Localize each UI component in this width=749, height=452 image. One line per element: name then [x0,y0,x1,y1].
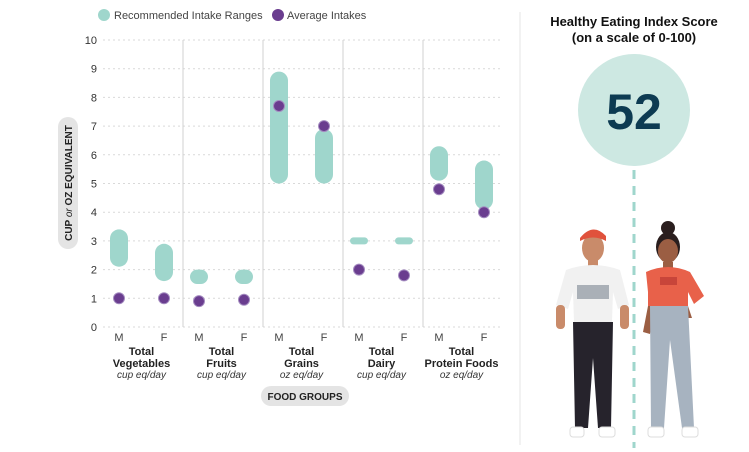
group-unit: cup eq/day [357,370,407,381]
legend: Recommended Intake Ranges Average Intakes [98,9,367,22]
average-dot [113,292,125,305]
group-name: Total [129,346,154,358]
sex-label: F [161,332,168,344]
y-tick-label: 9 [91,64,97,76]
range-bar [270,71,288,184]
sex-label: F [321,332,328,344]
score-subtitle: (on a scale of 0-100) [572,30,696,45]
group-name: Grains [284,358,319,370]
y-axis-title-part: OZ EQUIVALENT [64,125,75,208]
legend-range-label: Recommended Intake Ranges [114,10,263,22]
group-name: Total [289,346,314,358]
sex-label: F [481,332,488,344]
y-axis-title-bg [58,117,78,249]
average-dot [398,269,410,282]
group-name: Protein Foods [425,358,499,370]
group-name: Total [449,346,474,358]
average-dot [353,263,365,276]
y-tick-label: 7 [91,121,97,133]
gridlines [103,39,503,328]
group-name: Vegetables [113,358,170,370]
x-axis-title: FOOD GROUPS [261,386,349,406]
y-tick-label: 3 [91,236,97,248]
average-dot [318,120,330,133]
range-bar [190,269,208,284]
average-dot [158,292,170,305]
average-dot [478,206,490,219]
sex-label: M [274,332,283,344]
sex-label: M [194,332,203,344]
y-tick-label: 6 [91,150,97,162]
range-bars [110,71,493,284]
sex-label: M [354,332,363,344]
score-value: 52 [606,84,662,140]
range-bar [155,243,173,282]
sex-label: F [241,332,248,344]
y-tick-labels: 0 1 2 3 4 5 6 7 8 9 10 [85,35,97,334]
range-bar [395,237,413,245]
average-dot [238,293,250,306]
group-unit: cup eq/day [197,370,247,381]
y-tick-label: 1 [91,293,97,305]
y-axis-title: CUP or OZ EQUIVALENT [58,117,78,249]
range-bar [430,146,448,181]
y-axis-title-pill: CUP or OZ EQUIVALENT [58,117,78,249]
score-title: Healthy Eating Index Score [550,14,718,29]
score-circle [578,54,690,166]
woman-figure [643,221,704,438]
y-tick-label: 2 [91,265,97,277]
legend-average-swatch [272,9,284,21]
y-tick-label: 0 [91,322,97,334]
range-bar [475,160,493,210]
average-dot [193,295,205,308]
sex-label: M [114,332,123,344]
y-tick-label: 8 [91,92,97,104]
group-name: Total [209,346,234,358]
x-axis-title-text: FOOD GROUPS [267,392,342,403]
sex-label: M [434,332,443,344]
average-dots [113,100,490,308]
score-panel: Healthy Eating Index Score (on a scale o… [550,14,718,448]
group-name: Total [369,346,394,358]
group-unit: oz eq/day [280,370,324,381]
y-tick-label: 10 [85,35,97,47]
range-bar [350,237,368,245]
y-axis-title-part: or [64,208,75,218]
sex-label: F [401,332,408,344]
man-figure [556,229,629,438]
y-tick-label: 4 [91,207,97,219]
y-tick-label: 5 [91,179,97,191]
legend-range-swatch [98,9,110,21]
group-unit: cup eq/day [117,370,167,381]
x-axis-title-bg [261,386,349,406]
legend-average-label: Average Intakes [287,10,367,22]
group-name: Dairy [368,358,396,370]
range-bar [315,128,333,184]
group-name: Fruits [206,358,237,370]
y-axis-title-text: CUP or OZ EQUIVALENT [64,125,75,241]
range-bar [110,229,128,267]
range-bar [235,269,253,284]
group-unit: oz eq/day [440,370,484,381]
average-dot [273,100,285,113]
average-dot [433,183,445,196]
y-axis-title-part: CUP [64,217,75,241]
